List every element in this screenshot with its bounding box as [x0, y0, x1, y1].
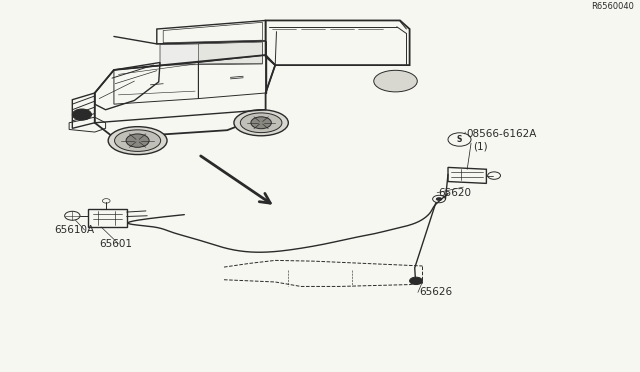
- Ellipse shape: [108, 126, 167, 155]
- Ellipse shape: [241, 113, 282, 132]
- Circle shape: [251, 117, 271, 129]
- Text: R6560040: R6560040: [591, 2, 634, 11]
- Circle shape: [72, 109, 92, 120]
- Text: 65601: 65601: [99, 239, 132, 248]
- Ellipse shape: [115, 130, 161, 151]
- Ellipse shape: [374, 70, 417, 92]
- Polygon shape: [198, 42, 262, 64]
- Circle shape: [436, 197, 442, 201]
- Circle shape: [410, 277, 422, 285]
- Text: S: S: [457, 135, 462, 144]
- Text: 65626: 65626: [419, 288, 452, 297]
- Text: 08566-6162A: 08566-6162A: [466, 129, 536, 139]
- Polygon shape: [160, 43, 262, 65]
- Ellipse shape: [234, 110, 288, 136]
- Circle shape: [126, 134, 149, 147]
- Text: (1): (1): [474, 141, 488, 151]
- Text: 65610A: 65610A: [54, 225, 95, 235]
- Text: 65620: 65620: [438, 188, 472, 198]
